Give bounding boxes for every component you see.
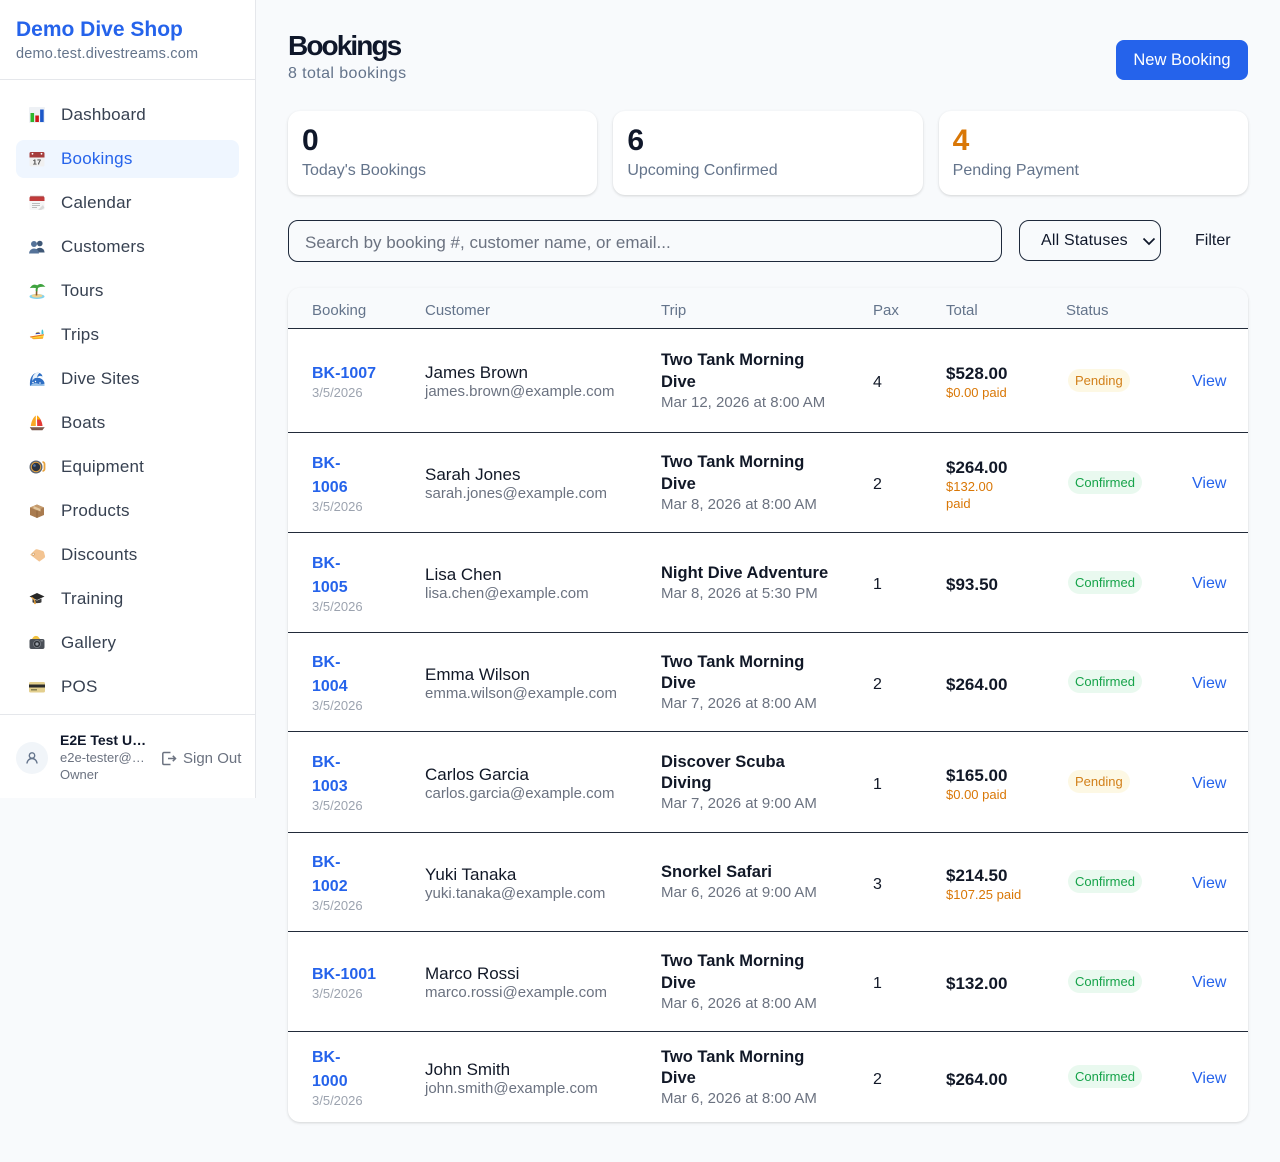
svg-text:17: 17: [33, 158, 42, 167]
